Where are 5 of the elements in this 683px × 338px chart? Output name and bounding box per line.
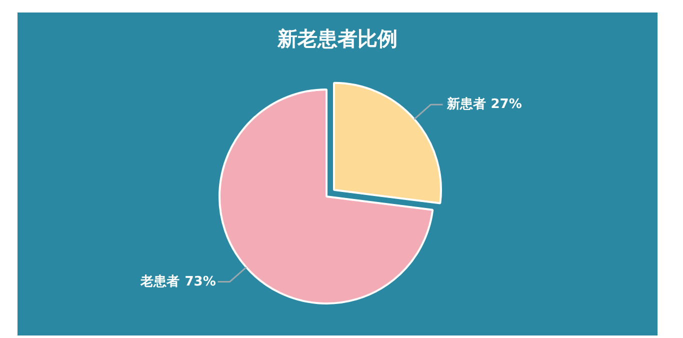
slice-label: 新患者 <box>446 96 486 112</box>
chart-title: 新老患者比例 <box>276 26 398 50</box>
data-label: 73% <box>184 274 216 290</box>
slice-label: 老患者 <box>140 273 180 290</box>
data-label: 27% <box>490 97 522 112</box>
